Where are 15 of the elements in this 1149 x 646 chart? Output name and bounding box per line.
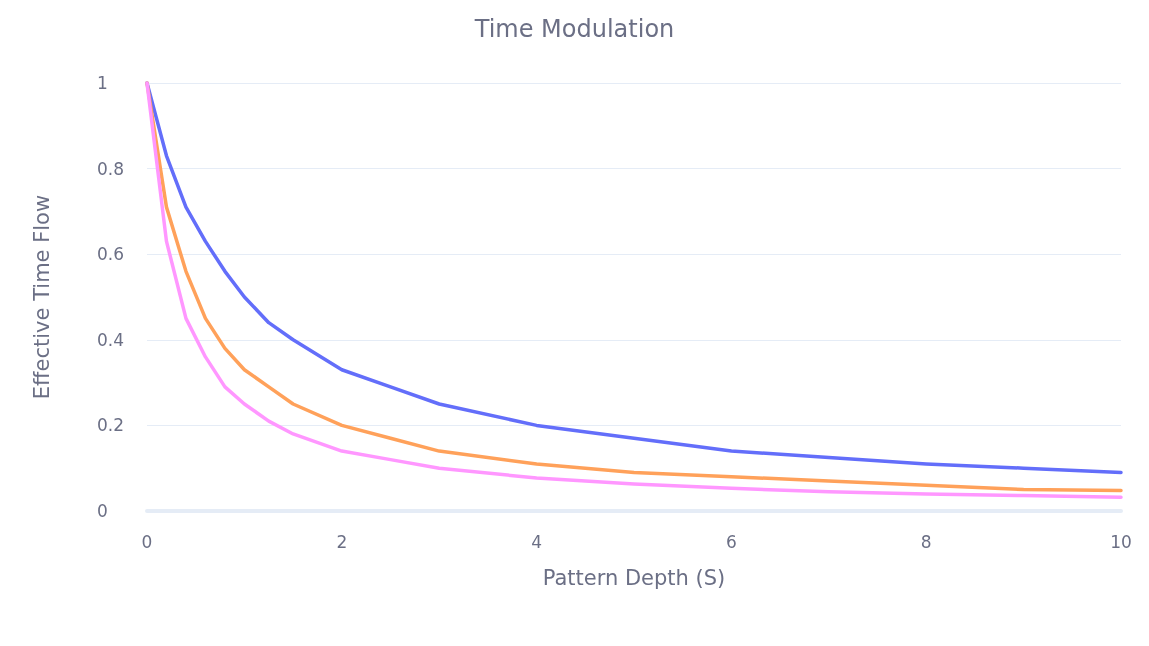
y-tick-label: 0.8: [97, 158, 125, 179]
x-tick-label: 8: [920, 531, 932, 552]
y-tick-label: 0.2: [97, 415, 125, 436]
x-tick-label: 0: [141, 531, 153, 552]
x-tick-label: 10: [1110, 531, 1132, 552]
x-axis-title: Pattern Depth (S): [542, 565, 726, 590]
x-tick-label: 6: [725, 531, 737, 552]
y-tick-label: 1: [97, 73, 108, 93]
chart-title: Time Modulation: [473, 15, 675, 43]
y-tick-label: 0: [97, 501, 108, 521]
x-tick-label: 2: [336, 531, 348, 552]
y-tick-label: 0.6: [97, 244, 125, 265]
y-axis-title: Effective Time Flow: [29, 194, 54, 400]
x-tick-label: 4: [531, 531, 543, 552]
y-tick-label: 0.4: [97, 329, 125, 350]
